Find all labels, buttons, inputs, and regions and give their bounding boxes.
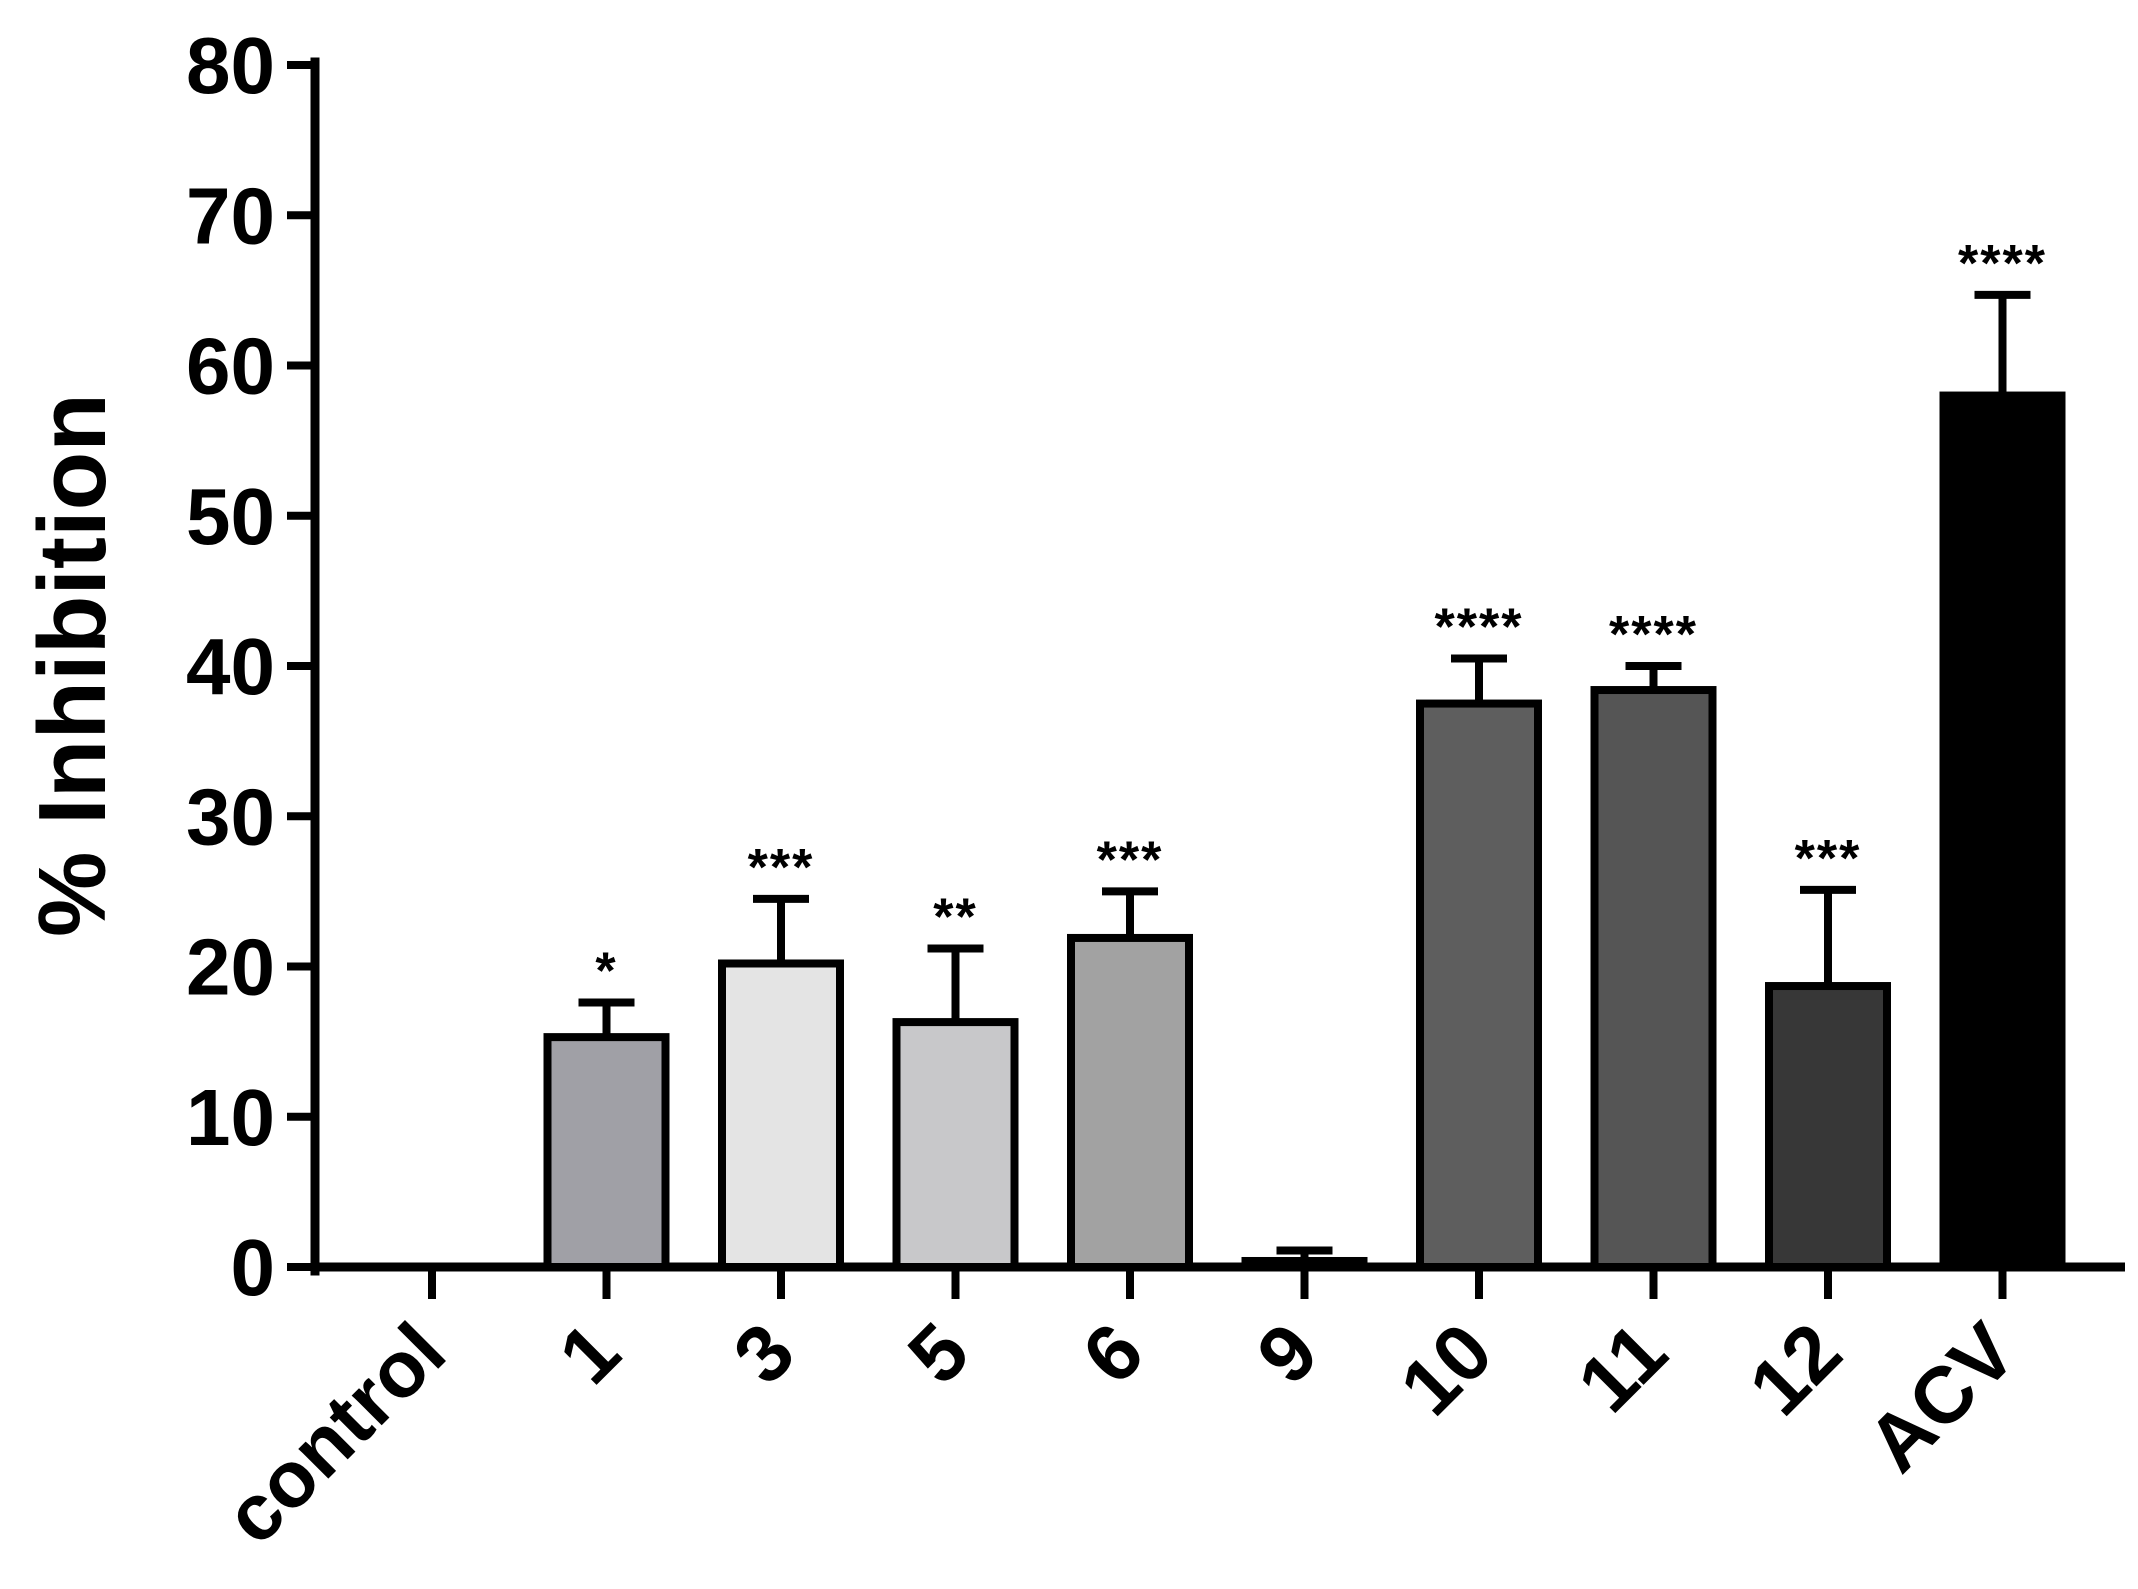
significance-label: *** (748, 839, 815, 897)
x-tick-label: 6 (1066, 1306, 1160, 1400)
y-tick-label: 70 (186, 171, 275, 260)
y-tick-label: 40 (186, 622, 275, 711)
y-tick-label: 80 (186, 21, 275, 110)
bar (892, 1018, 1019, 1272)
x-tick-label: 1 (542, 1306, 636, 1400)
y-tick-label: 50 (186, 472, 275, 561)
x-tick-label: 12 (1732, 1306, 1858, 1432)
x-tick-label: 3 (717, 1306, 811, 1400)
bar (1590, 686, 1717, 1271)
x-tick-label: 10 (1383, 1306, 1509, 1432)
bar (543, 1033, 670, 1272)
bar (1765, 982, 1891, 1271)
error-bars (578, 290, 2031, 1261)
significance-label: **** (1435, 598, 1524, 656)
significance-label: ** (933, 888, 977, 946)
bar (1067, 933, 1193, 1271)
y-tick-label: 60 (186, 322, 275, 411)
significance-label: **** (1958, 235, 2047, 293)
x-tick-label: ACV (1850, 1306, 2032, 1488)
y-tick-label: 30 (186, 772, 275, 861)
x-tick-label: 9 (1240, 1306, 1334, 1400)
significance-label: **** (1609, 606, 1698, 664)
y-axis-label: % Inhibition (19, 393, 126, 937)
bar (1241, 1256, 1368, 1271)
labels: 0 10 20 30 40 50 60 70 80 control * 1 *** 3 ** 5 *** 6 9 **… (186, 21, 2047, 1561)
y-tick-label: 20 (186, 923, 275, 1012)
y-tick-label: 0 (231, 1223, 276, 1312)
significance-label: * (595, 943, 617, 1001)
bar (1939, 391, 2066, 1271)
y-tick-label: 10 (186, 1073, 275, 1162)
significance-label: *** (1097, 831, 1164, 889)
significance-label: *** (1795, 830, 1862, 888)
x-tick-label: 11 (1561, 1306, 1684, 1429)
bar (718, 959, 844, 1271)
x-tick-label: control (207, 1306, 462, 1561)
x-tick-label: 5 (891, 1306, 985, 1400)
bar (1416, 699, 1542, 1271)
